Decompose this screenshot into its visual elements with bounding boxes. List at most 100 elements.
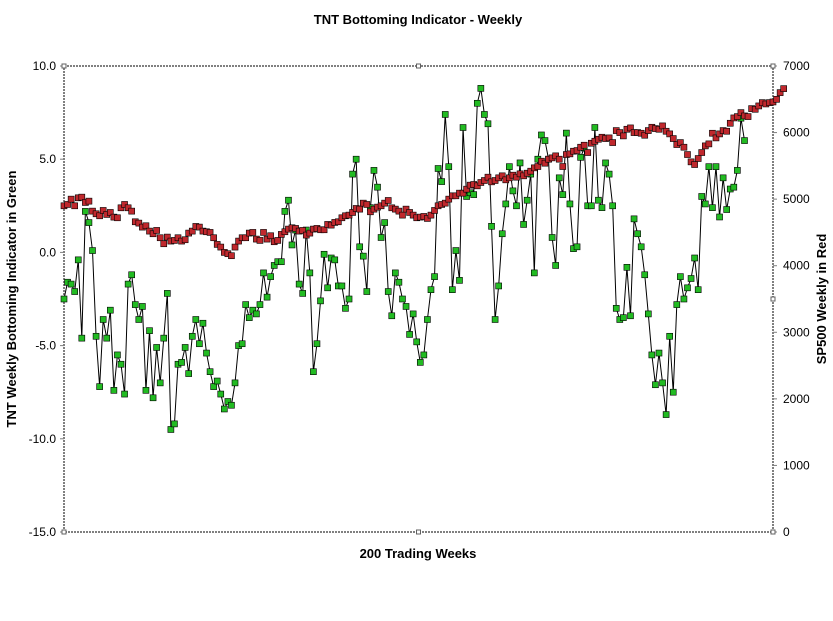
- frame-handle: [770, 296, 776, 302]
- sp500-point: [99, 207, 107, 214]
- y2-axis-title: SP500 Weekly in Red: [814, 234, 829, 365]
- right-tick-label: 7000: [783, 59, 810, 73]
- indicator-point: [481, 111, 488, 118]
- sp500-point: [644, 127, 652, 134]
- indicator-point: [171, 420, 178, 428]
- indicator-point: [602, 159, 609, 167]
- sp500-point: [210, 234, 217, 242]
- frame-handle: [416, 63, 421, 69]
- sp500-point: [188, 227, 196, 235]
- sp500-point: [274, 237, 282, 244]
- indicator-point: [92, 332, 100, 340]
- indicator-point: [392, 269, 399, 277]
- indicator-point: [181, 344, 189, 351]
- indicator-point: [82, 208, 89, 215]
- sp500-series: [60, 85, 787, 260]
- sp500-point: [85, 197, 93, 205]
- sp500-point: [431, 207, 438, 214]
- indicator-point: [563, 129, 570, 137]
- sp500-point: [712, 134, 720, 142]
- right-tick-label: 6000: [783, 126, 810, 140]
- indicator-point: [99, 316, 107, 323]
- indicator-point: [463, 193, 470, 200]
- indicator-point: [231, 379, 239, 387]
- sp500-point: [242, 234, 249, 242]
- sp500-point: [716, 130, 723, 138]
- indicator-line: [63, 88, 745, 432]
- sp500-point: [142, 222, 150, 230]
- indicator-point: [153, 344, 160, 351]
- indicator-point: [680, 295, 688, 303]
- indicator-point: [705, 163, 713, 170]
- indicator-point: [342, 305, 349, 312]
- indicator-point: [221, 405, 228, 413]
- indicator-point: [359, 252, 367, 260]
- indicator-point: [288, 241, 296, 249]
- sp500-point: [584, 149, 592, 156]
- indicator-point: [224, 398, 232, 405]
- indicator-point: [213, 377, 221, 385]
- left-tick-label: -15.0: [29, 525, 57, 539]
- indicator-point: [488, 223, 495, 230]
- indicator-point: [324, 284, 331, 292]
- indicator-point: [591, 124, 599, 131]
- indicator-point: [716, 213, 723, 221]
- sp500-point: [427, 211, 435, 219]
- sp500-point: [655, 125, 663, 133]
- sp500-point: [320, 226, 328, 234]
- sp500-point: [107, 209, 114, 216]
- indicator-point: [424, 316, 431, 323]
- sp500-point: [484, 173, 492, 181]
- indicator-point: [627, 312, 634, 320]
- indicator-point: [538, 131, 545, 139]
- indicator-point: [103, 334, 111, 342]
- sp500-point: [181, 236, 189, 244]
- sp500-point: [445, 195, 453, 203]
- sp500-point: [267, 232, 274, 240]
- plot-area: [63, 65, 774, 533]
- right-tick-label: 5000: [783, 192, 810, 206]
- left-tick-label: 0.0: [39, 245, 56, 259]
- indicator-point: [456, 277, 463, 284]
- indicator-point: [139, 303, 146, 310]
- indicator-point: [285, 196, 292, 204]
- indicator-point: [217, 390, 225, 398]
- indicator-point: [659, 379, 666, 387]
- sp500-point: [121, 201, 128, 208]
- sp500-point: [114, 214, 121, 222]
- indicator-point: [595, 196, 602, 204]
- sp500-point: [356, 205, 364, 213]
- indicator-point: [124, 280, 132, 288]
- indicator-point: [263, 293, 271, 301]
- sp500-point: [156, 234, 164, 242]
- indicator-point: [445, 163, 453, 170]
- indicator-point: [502, 200, 510, 208]
- sp500-point: [677, 139, 684, 146]
- sp500-point: [128, 207, 135, 215]
- series-layer: [60, 63, 787, 535]
- sp500-point: [395, 207, 403, 215]
- indicator-point: [694, 286, 702, 293]
- sp500-point: [441, 199, 449, 207]
- indicator-point: [687, 275, 695, 282]
- indicator-point: [131, 301, 139, 308]
- indicator-point: [470, 191, 478, 198]
- sp500-point: [680, 143, 688, 151]
- sp500-point: [527, 167, 535, 175]
- indicator-point: [370, 167, 378, 174]
- indicator-point: [577, 154, 584, 161]
- indicator-point: [431, 273, 438, 280]
- indicator-point: [395, 278, 403, 286]
- sp500-point: [196, 223, 203, 231]
- sp500-point: [71, 202, 78, 210]
- indicator-point: [434, 165, 442, 172]
- sp500-point: [609, 139, 616, 146]
- indicator-point: [210, 383, 217, 390]
- indicator-point: [637, 243, 645, 251]
- indicator-point: [648, 351, 656, 359]
- indicator-point: [381, 219, 388, 226]
- indicator-point: [566, 200, 574, 208]
- indicator-point: [641, 271, 649, 279]
- sp500-point: [256, 237, 264, 244]
